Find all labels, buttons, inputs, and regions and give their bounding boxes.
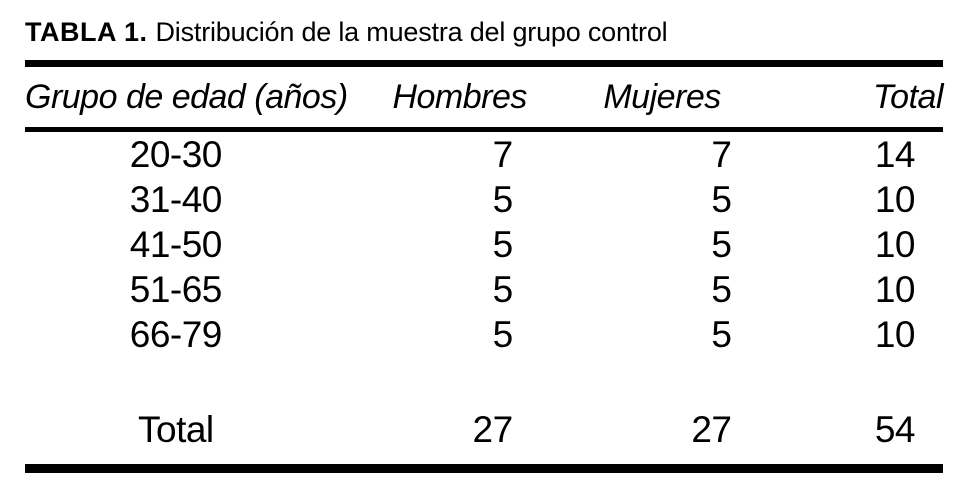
column-header-total: Total — [769, 67, 943, 132]
cell-grupo: 31-40 — [129, 179, 223, 220]
table-row: 20-30 7 7 14 — [25, 130, 943, 178]
top-rule-divider — [25, 60, 943, 67]
cell-hombres: 5 — [492, 179, 514, 220]
cell-hombres: 7 — [492, 134, 514, 175]
total-row-label: Total — [138, 409, 214, 450]
table-row: 66-79 5 5 10 — [25, 312, 943, 357]
table-footer: Total 27 27 54 — [25, 357, 943, 452]
table-row: 51-65 5 5 10 — [25, 267, 943, 312]
cell-grupo: 51-65 — [129, 269, 223, 310]
cell-grupo: 66-79 — [129, 314, 223, 355]
total-mujeres-value: 27 — [691, 409, 732, 450]
cell-mujeres: 5 — [711, 269, 732, 310]
column-header-mujeres: Mujeres — [554, 67, 770, 132]
cell-hombres: 5 — [492, 314, 514, 355]
cell-grupo: 41-50 — [129, 224, 223, 265]
table-header: Grupo de edad (años) Hombres Mujeres Tot… — [25, 67, 943, 132]
spacer-row — [25, 357, 943, 407]
cell-total: 10 — [874, 179, 916, 220]
spacer-cell — [25, 357, 943, 407]
column-header-hombres: Hombres — [364, 67, 555, 132]
cell-hombres: 5 — [492, 224, 514, 265]
cell-hombres: 5 — [492, 269, 514, 310]
cell-mujeres: 5 — [711, 224, 732, 265]
bottom-rule-divider — [25, 464, 943, 473]
table-title: TABLA 1. Distribución de la muestra del g… — [25, 14, 943, 50]
table-row: 31-40 5 5 10 — [25, 177, 943, 222]
cell-total: 14 — [874, 134, 916, 175]
sample-distribution-table: Grupo de edad (años) Hombres Mujeres Tot… — [25, 67, 943, 452]
total-hombres-value: 27 — [472, 409, 514, 450]
header-row: Grupo de edad (años) Hombres Mujeres Tot… — [25, 67, 943, 132]
total-total-value: 54 — [874, 409, 916, 450]
cell-total: 10 — [874, 224, 916, 265]
table-row: 41-50 5 5 10 — [25, 222, 943, 267]
total-row: Total 27 27 54 — [25, 407, 943, 452]
column-header-age-group: Grupo de edad (años) — [25, 67, 365, 132]
table-title-text: Distribución de la muestra del grupo con… — [155, 17, 668, 47]
cell-total: 10 — [874, 269, 916, 310]
cell-mujeres: 5 — [711, 179, 732, 220]
cell-grupo: 20-30 — [129, 134, 223, 175]
cell-mujeres: 7 — [711, 134, 732, 175]
cell-total: 10 — [874, 314, 916, 355]
cell-mujeres: 5 — [711, 314, 732, 355]
table-number-label: TABLA 1. — [25, 17, 148, 47]
table-body: 20-30 7 7 14 31-40 5 5 10 41-50 5 5 10 51-65 5 5 10 66-7… — [25, 130, 943, 358]
